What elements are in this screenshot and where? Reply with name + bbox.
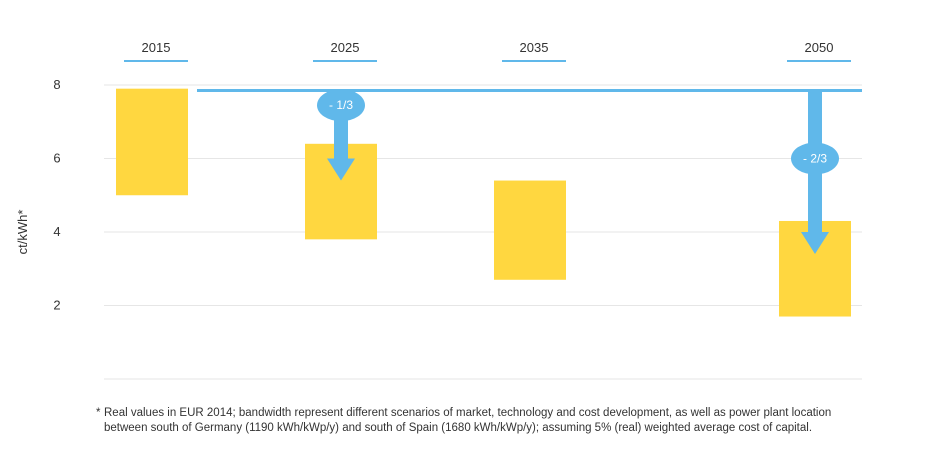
reduction-badge-2050 <box>791 142 839 175</box>
y-tick-label-8: 8 <box>53 77 60 92</box>
year-label-2050: 2050 <box>805 40 834 55</box>
year-label-2025: 2025 <box>331 40 360 55</box>
reduction-badge-2025 <box>317 89 365 122</box>
reduction-arrow-2050: - 2/3 <box>791 90 839 255</box>
y-tick-label-2: 2 <box>53 298 60 313</box>
arrow-head-icon <box>801 232 829 255</box>
reduction-badge-label: - 1/3 <box>329 98 353 112</box>
reduction-badge-label: - 2/3 <box>803 152 827 166</box>
grid-lines <box>104 84 862 380</box>
year-label-2015: 2015 <box>142 40 171 55</box>
y-tick-label-6: 6 <box>53 151 60 166</box>
reduction-annotations: - 1/3 - 2/3 <box>317 89 839 255</box>
footnote: * Real values in EUR 2014; bandwidth rep… <box>96 406 864 436</box>
arrow-head-icon <box>327 158 355 181</box>
year-labels: 2015 2025 2035 2050 <box>124 40 851 62</box>
year-label-2035: 2035 <box>520 40 549 55</box>
reduction-arrow-2025: - 1/3 <box>317 89 365 181</box>
range-bar-2015 <box>116 88 188 196</box>
footnote-text: Real values in EUR 2014; bandwidth repre… <box>104 407 832 434</box>
y-tick-label-4: 4 <box>53 224 60 239</box>
footnote-marker: * <box>96 407 101 419</box>
range-bars <box>116 88 851 317</box>
range-bar-2035 <box>494 180 566 280</box>
cost-chart: 2 4 6 8 ct/kWh* 2015 2025 2035 2050 - 1/3 - 2/3 <box>15 40 862 380</box>
y-tick-labels: 2 4 6 8 <box>53 77 60 313</box>
y-axis-label: ct/kWh* <box>15 210 30 255</box>
